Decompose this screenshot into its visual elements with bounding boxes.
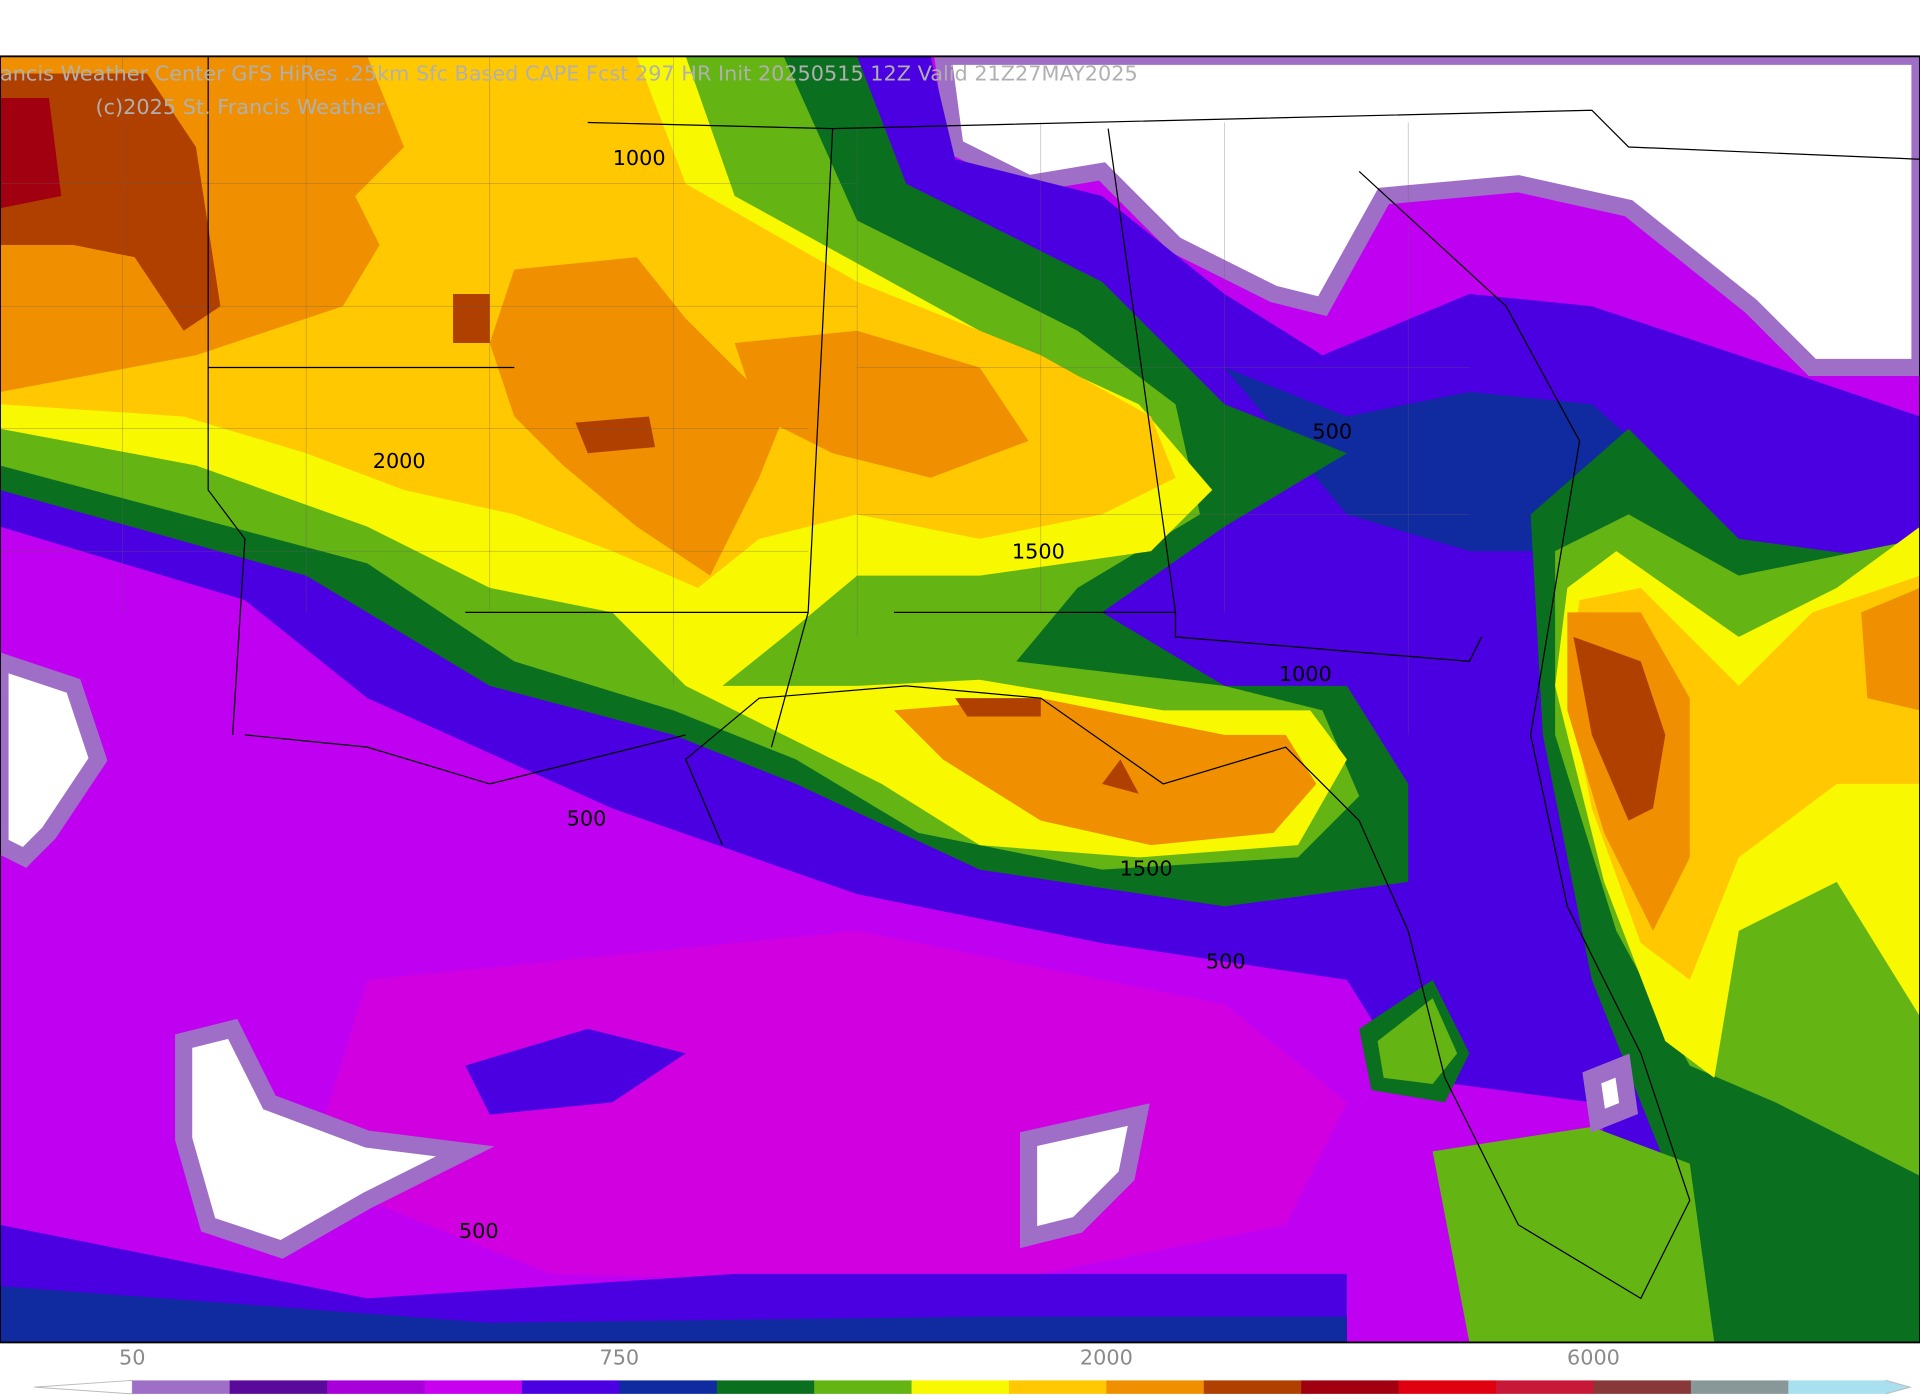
colorbar-segment bbox=[132, 1380, 231, 1394]
colorbar-segment bbox=[1593, 1380, 1692, 1394]
colorbar-segment bbox=[1203, 1380, 1302, 1394]
contour-label: 500 bbox=[1206, 950, 1246, 974]
colorbar-tick-label: 2000 bbox=[1080, 1345, 1133, 1369]
map-title: ancis Weather Center GFS HiRes .25km Sfc… bbox=[0, 62, 1138, 86]
colorbar-segment bbox=[1690, 1380, 1789, 1394]
colorbar-segment bbox=[521, 1380, 620, 1394]
contour-label: 500 bbox=[1312, 419, 1352, 443]
colorbar-segment bbox=[716, 1380, 815, 1394]
colorbar-segment bbox=[619, 1380, 718, 1394]
map-frame bbox=[0, 55, 1920, 1344]
colorbar-tick-label: 50 bbox=[119, 1345, 145, 1369]
field-layer bbox=[0, 97, 62, 209]
contour-label: 2000 bbox=[373, 449, 426, 473]
colorbar-segment bbox=[424, 1380, 523, 1394]
colorbar-segment bbox=[1398, 1380, 1497, 1394]
state-border bbox=[207, 56, 1920, 1300]
colorbar-tick-label: 750 bbox=[599, 1345, 639, 1369]
contour-label: 1500 bbox=[1120, 857, 1173, 881]
contour-label: 1500 bbox=[1012, 539, 1065, 563]
colorbar-segment bbox=[1008, 1380, 1108, 1394]
contour-label: 1000 bbox=[1279, 662, 1332, 686]
field-layer bbox=[0, 652, 1639, 1259]
colorbar: 50 750 2000 6000 bbox=[34, 1345, 1913, 1395]
contour-label: 1000 bbox=[613, 146, 666, 170]
colorbar-end bbox=[1885, 1379, 1913, 1395]
colorbar-end bbox=[34, 1379, 133, 1395]
contour-label: 500 bbox=[459, 1219, 499, 1243]
colorbar-segment bbox=[814, 1380, 913, 1394]
colorbar-segment bbox=[1788, 1380, 1887, 1394]
colorbar-segment bbox=[1496, 1380, 1595, 1394]
cape-field bbox=[0, 56, 1920, 1343]
colorbar-segment bbox=[1106, 1380, 1205, 1394]
field-layer bbox=[0, 367, 1690, 1343]
contour-label: 500 bbox=[567, 806, 607, 830]
colorbar-tick-label: 6000 bbox=[1567, 1345, 1620, 1369]
map-credit: (c)2025 St. Francis Weather bbox=[96, 95, 385, 119]
county-lines bbox=[0, 56, 1470, 735]
colorbar-segment bbox=[327, 1380, 426, 1394]
field-layer bbox=[0, 73, 1666, 821]
county-line bbox=[0, 56, 1470, 735]
colorbar-segment bbox=[1301, 1380, 1400, 1394]
colorbar-segment bbox=[911, 1380, 1010, 1394]
colorbar-segment bbox=[229, 1380, 328, 1394]
field-layer bbox=[0, 56, 1920, 980]
field-layer bbox=[934, 56, 1920, 377]
